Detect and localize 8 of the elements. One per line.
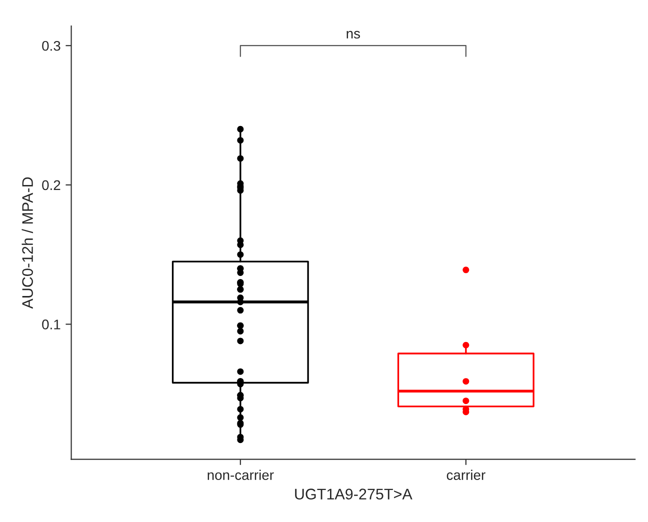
annotation: ns [346,30,360,39]
y-tick-label: 0.3 [42,40,60,51]
y-tick-label: 0.1 [42,320,60,330]
y-axis-title: AUC0-12h / MPA-D [22,177,33,309]
x-tick-label: carrier [446,470,486,480]
y-tick-label: 0.2 [42,180,60,190]
x-axis-title: UGT1A9-275T>A [295,488,412,500]
x-tick-label: non-carrier [208,470,274,480]
